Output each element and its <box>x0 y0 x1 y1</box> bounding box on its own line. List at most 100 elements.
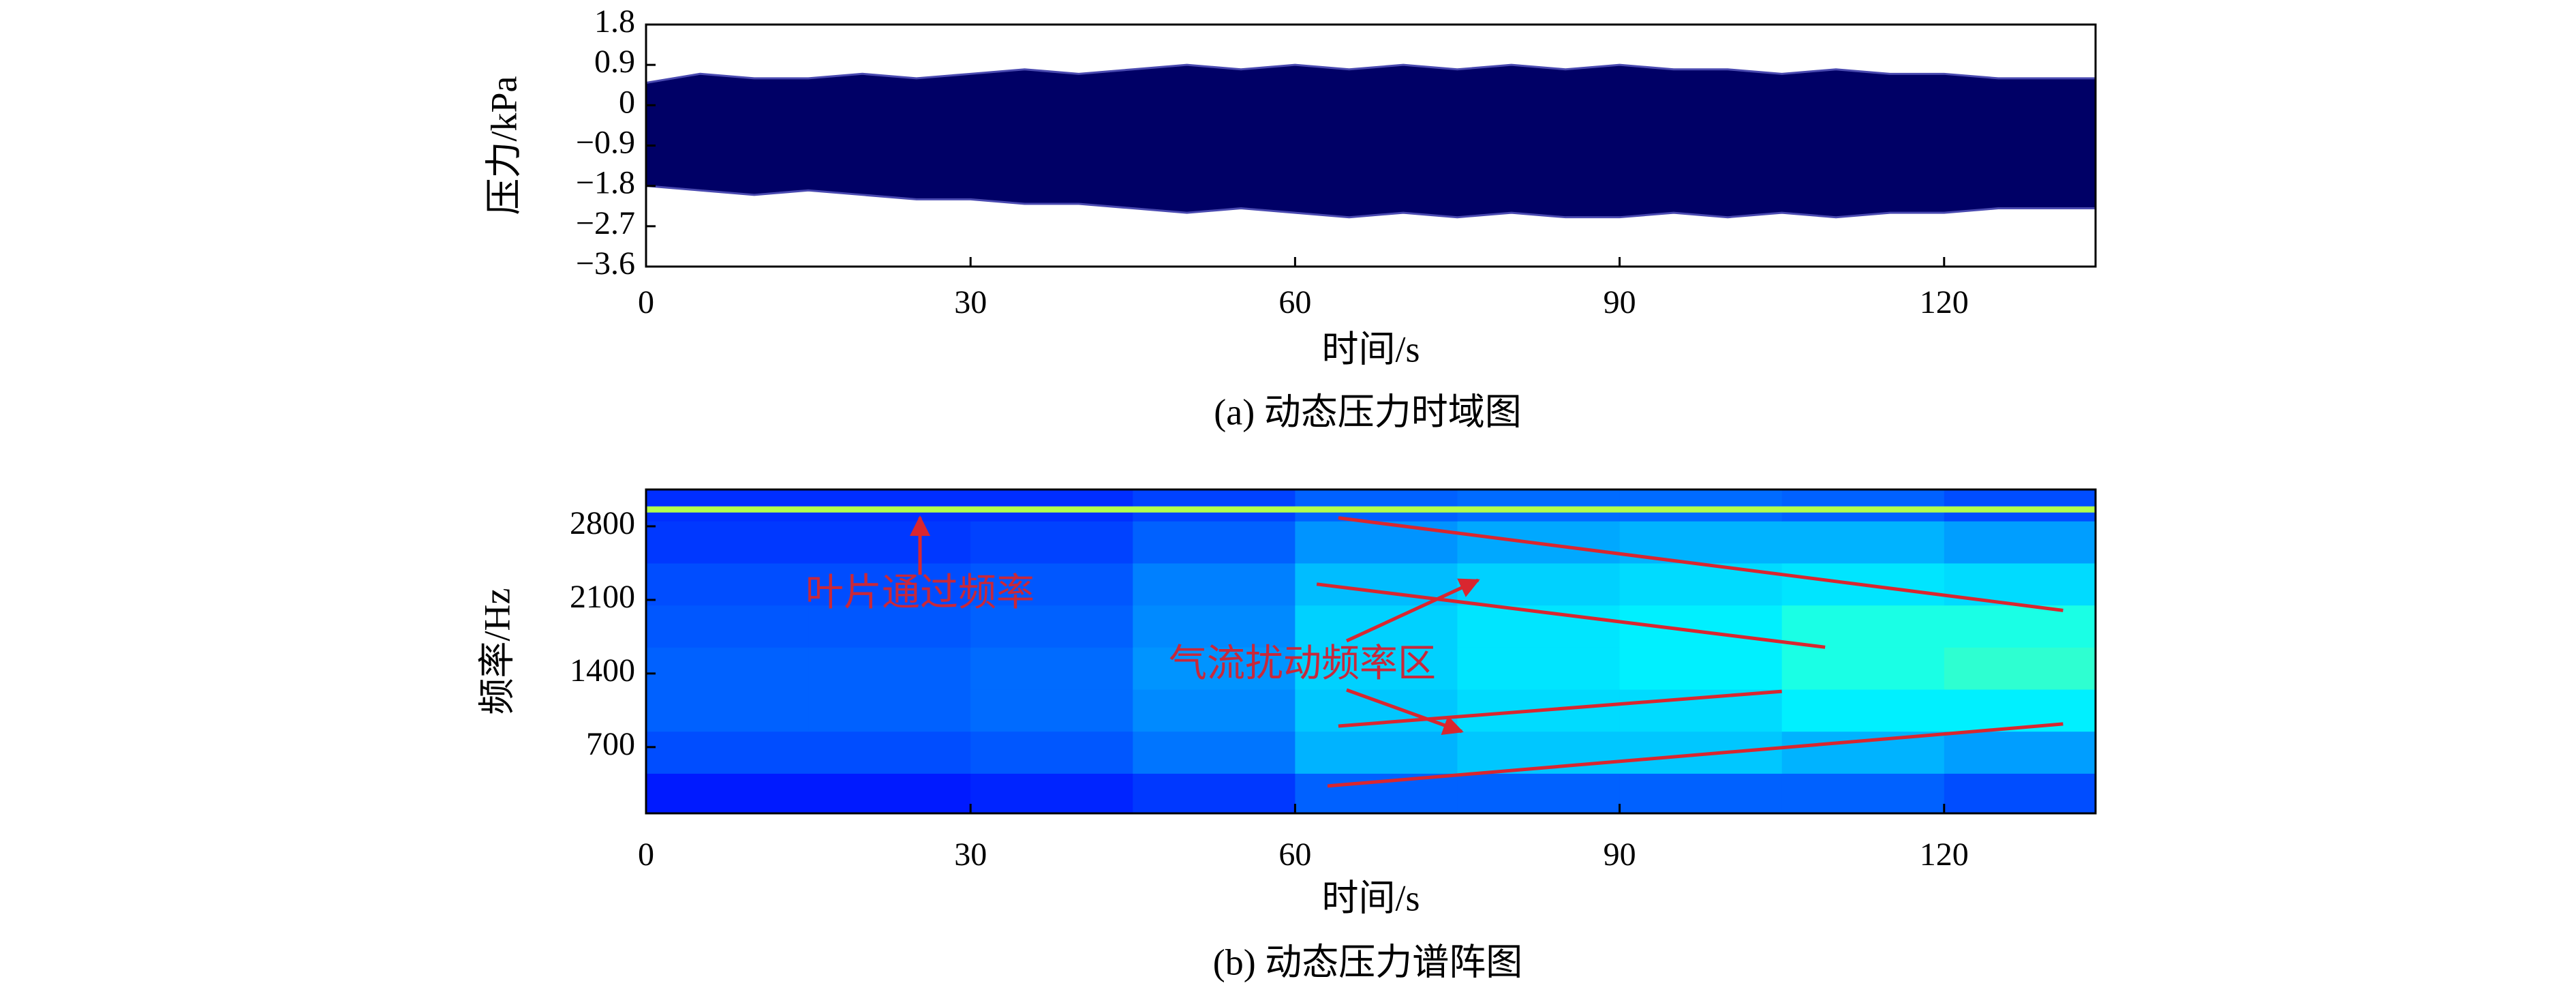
heat-cell <box>1295 731 1458 774</box>
heat-cell <box>1944 605 2096 648</box>
heat-cell <box>970 773 1133 813</box>
x-tick-label: 120 <box>1920 284 1969 320</box>
heat-cell <box>808 647 971 690</box>
plot-frame <box>645 488 2097 815</box>
pressure-band <box>645 63 2097 219</box>
x-tick-label: 30 <box>954 284 987 320</box>
heat-cell <box>808 490 971 522</box>
trend-line <box>1338 689 1782 728</box>
heat-cell <box>1619 773 1783 813</box>
heat-cell <box>808 689 971 732</box>
trend-line <box>1327 722 2064 788</box>
x-tick-label: 60 <box>1278 837 1311 873</box>
heat-cell <box>970 490 1133 522</box>
heat-cell <box>970 521 1133 564</box>
heat-cell <box>1295 490 1458 522</box>
heat-cell <box>1133 689 1295 732</box>
y-axis-label: 压力/kPa <box>483 76 524 215</box>
heat-cell <box>1781 521 1945 564</box>
y-tick-label: −1.8 <box>576 165 635 201</box>
heat-cell <box>646 521 809 564</box>
trend-line <box>1338 516 2064 612</box>
y-tick-label: −2.7 <box>576 205 635 241</box>
heat-cell <box>1133 647 1295 690</box>
heat-cell <box>646 647 809 690</box>
heat-cell <box>808 562 971 606</box>
heat-cell <box>1457 647 1621 690</box>
x-axis-label: 时间/s <box>1321 329 1420 370</box>
caption: (b) 动态压力谱阵图 <box>1213 942 1522 982</box>
caption: (a) 动态压力时域图 <box>1214 391 1521 432</box>
heat-cell <box>1781 605 1945 648</box>
x-tick-label: 120 <box>1920 837 1969 873</box>
y-tick-label: 0.9 <box>594 44 635 80</box>
heat-cell <box>970 605 1133 648</box>
heat-cell <box>1944 521 2096 564</box>
x-tick-label: 90 <box>1604 837 1636 873</box>
y-tick-label: 700 <box>586 726 635 762</box>
x-axis-label: 时间/s <box>1321 877 1420 918</box>
y-tick-label: 1.8 <box>594 3 635 40</box>
heat-cell <box>1133 605 1295 648</box>
spectrogram <box>646 490 2096 813</box>
heat-cell <box>1457 773 1621 813</box>
heat-cell <box>1781 689 1945 732</box>
heat-cell <box>646 605 809 648</box>
heat-cell <box>1295 647 1458 690</box>
heat-cell <box>808 605 971 648</box>
x-tick-label: 0 <box>638 837 654 873</box>
heat-cell <box>1295 773 1458 813</box>
heat-cell <box>1133 521 1295 564</box>
annotation: 叶片通过频率 <box>806 572 1034 614</box>
heat-cell <box>1133 731 1295 774</box>
y-tick-label: 0 <box>619 84 635 120</box>
heat-cell <box>1781 647 1945 690</box>
heat-cell <box>646 773 809 813</box>
heat-cell <box>1944 773 2096 813</box>
heat-cell <box>1944 490 2096 522</box>
heat-cell <box>1944 731 2096 774</box>
x-tick-label: 30 <box>954 837 987 873</box>
heat-cell <box>1295 689 1458 732</box>
heat-cell <box>646 731 809 774</box>
annotation-arrow <box>1345 578 1480 643</box>
y-tick-label: 2800 <box>570 505 635 541</box>
heat-cell <box>1944 647 2096 690</box>
trend-line <box>1316 582 1826 649</box>
heat-cell <box>1133 773 1295 813</box>
heat-cell <box>1619 647 1783 690</box>
annotation: 气流扰动频率区 <box>1169 643 1436 685</box>
heat-cell <box>1619 490 1783 522</box>
heat-cell <box>1295 521 1458 564</box>
heat-cell <box>1619 689 1783 732</box>
heat-cell <box>808 731 971 774</box>
heat-cell <box>1457 562 1621 606</box>
heat-cell <box>1619 562 1783 606</box>
heat-cell <box>970 689 1133 732</box>
heat-cell <box>1133 562 1295 606</box>
y-axis-label: 频率/Hz <box>476 588 517 715</box>
y-tick-label: 2100 <box>570 579 635 615</box>
x-tick-label: 0 <box>638 284 654 320</box>
heat-cell <box>646 562 809 606</box>
heat-cell <box>808 773 971 813</box>
heat-cell <box>970 647 1133 690</box>
x-tick-label: 90 <box>1604 284 1636 320</box>
heat-cell <box>1619 731 1783 774</box>
annotation-arrow <box>1346 688 1464 735</box>
heat-cell <box>1457 490 1621 522</box>
y-tick-label: 1400 <box>570 652 635 689</box>
heat-cell <box>970 731 1133 774</box>
heat-cell <box>970 562 1133 606</box>
heat-cell <box>808 521 971 564</box>
heat-cell <box>1133 490 1295 522</box>
x-tick-label: 60 <box>1278 284 1311 320</box>
heat-cell <box>1781 490 1945 522</box>
y-tick-label: −3.6 <box>576 245 635 282</box>
heat-cell <box>646 490 809 522</box>
heat-cell <box>1781 731 1945 774</box>
heat-cell <box>1781 773 1945 813</box>
heat-cell <box>1944 689 2096 732</box>
